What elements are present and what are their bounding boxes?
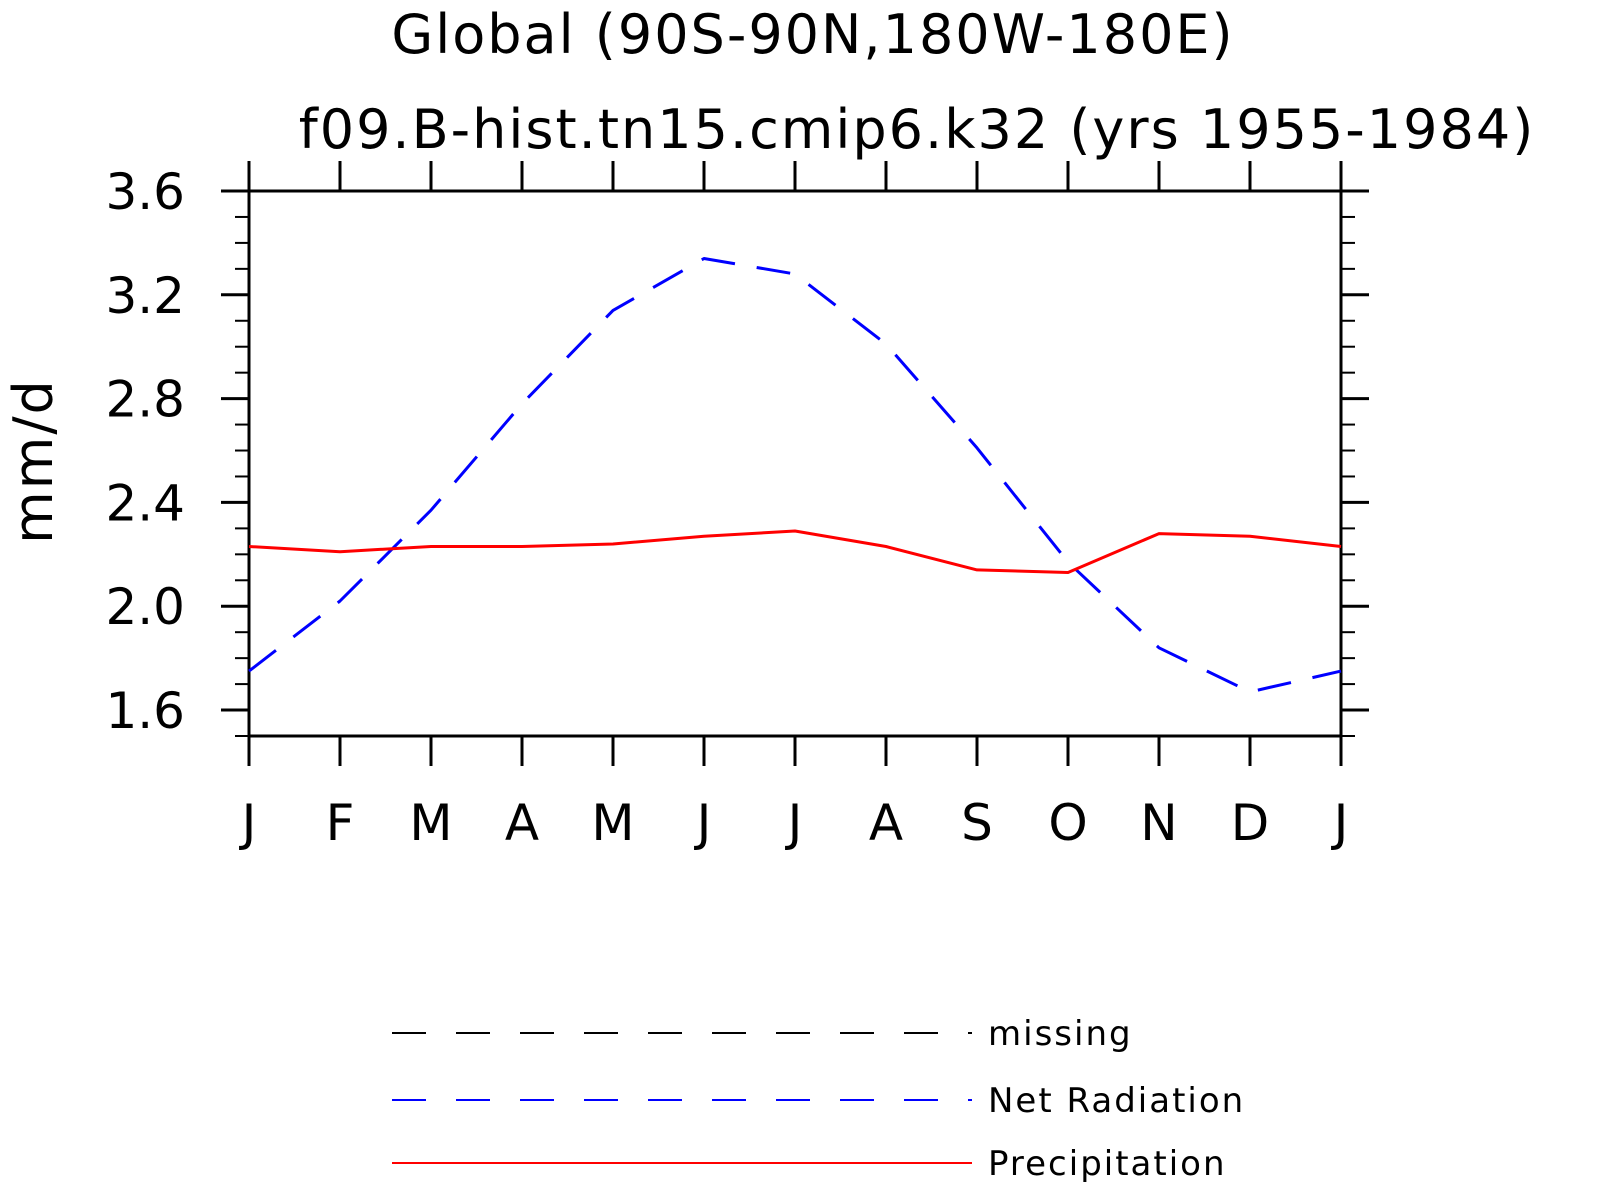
y-axis-label: mm/d bbox=[2, 378, 65, 544]
y-tick-label: 2.8 bbox=[105, 371, 185, 429]
x-tick-label: M bbox=[591, 794, 634, 852]
x-tick-label: M bbox=[409, 794, 452, 852]
y-tick-label: 3.6 bbox=[105, 163, 185, 221]
x-tick-label: O bbox=[1048, 794, 1087, 852]
x-tick-label: J bbox=[785, 794, 803, 852]
plot-frame bbox=[247, 189, 1343, 738]
x-tick-label: F bbox=[326, 794, 355, 852]
x-tick-label: D bbox=[1231, 794, 1270, 852]
x-tick-label: N bbox=[1140, 794, 1177, 852]
x-tick-label: A bbox=[869, 794, 903, 852]
x-tick-label: J bbox=[239, 794, 257, 852]
y-tick-label: 2.0 bbox=[105, 578, 185, 636]
chart-subtitle: f09.B-hist.tn15.cmip6.k32 (yrs 1955-1984… bbox=[299, 98, 1536, 161]
series-line-precipitation bbox=[248, 529, 1342, 574]
legend: missing Net Radiation Precipitation bbox=[392, 1014, 1245, 1184]
legend-label: Precipitation bbox=[988, 1144, 1227, 1184]
x-tick-label: J bbox=[694, 794, 712, 852]
chart-title: Global (90S-90N,180W-180E) bbox=[391, 3, 1234, 66]
y-tick-label: 2.4 bbox=[105, 474, 185, 532]
legend-label: Net Radiation bbox=[988, 1081, 1245, 1121]
legend-label: missing bbox=[988, 1014, 1133, 1054]
series-line-net-radiation bbox=[248, 257, 1342, 694]
y-tick-label: 3.2 bbox=[105, 267, 185, 325]
y-tick-label: 1.6 bbox=[105, 682, 185, 740]
plot-area: J F M A M J J A S O N D J1.62.02.42.83.23.6 bbox=[105, 161, 1369, 852]
x-tick-label: A bbox=[505, 794, 539, 852]
x-tick-label: S bbox=[961, 794, 993, 852]
x-tick-label: J bbox=[1331, 794, 1349, 852]
